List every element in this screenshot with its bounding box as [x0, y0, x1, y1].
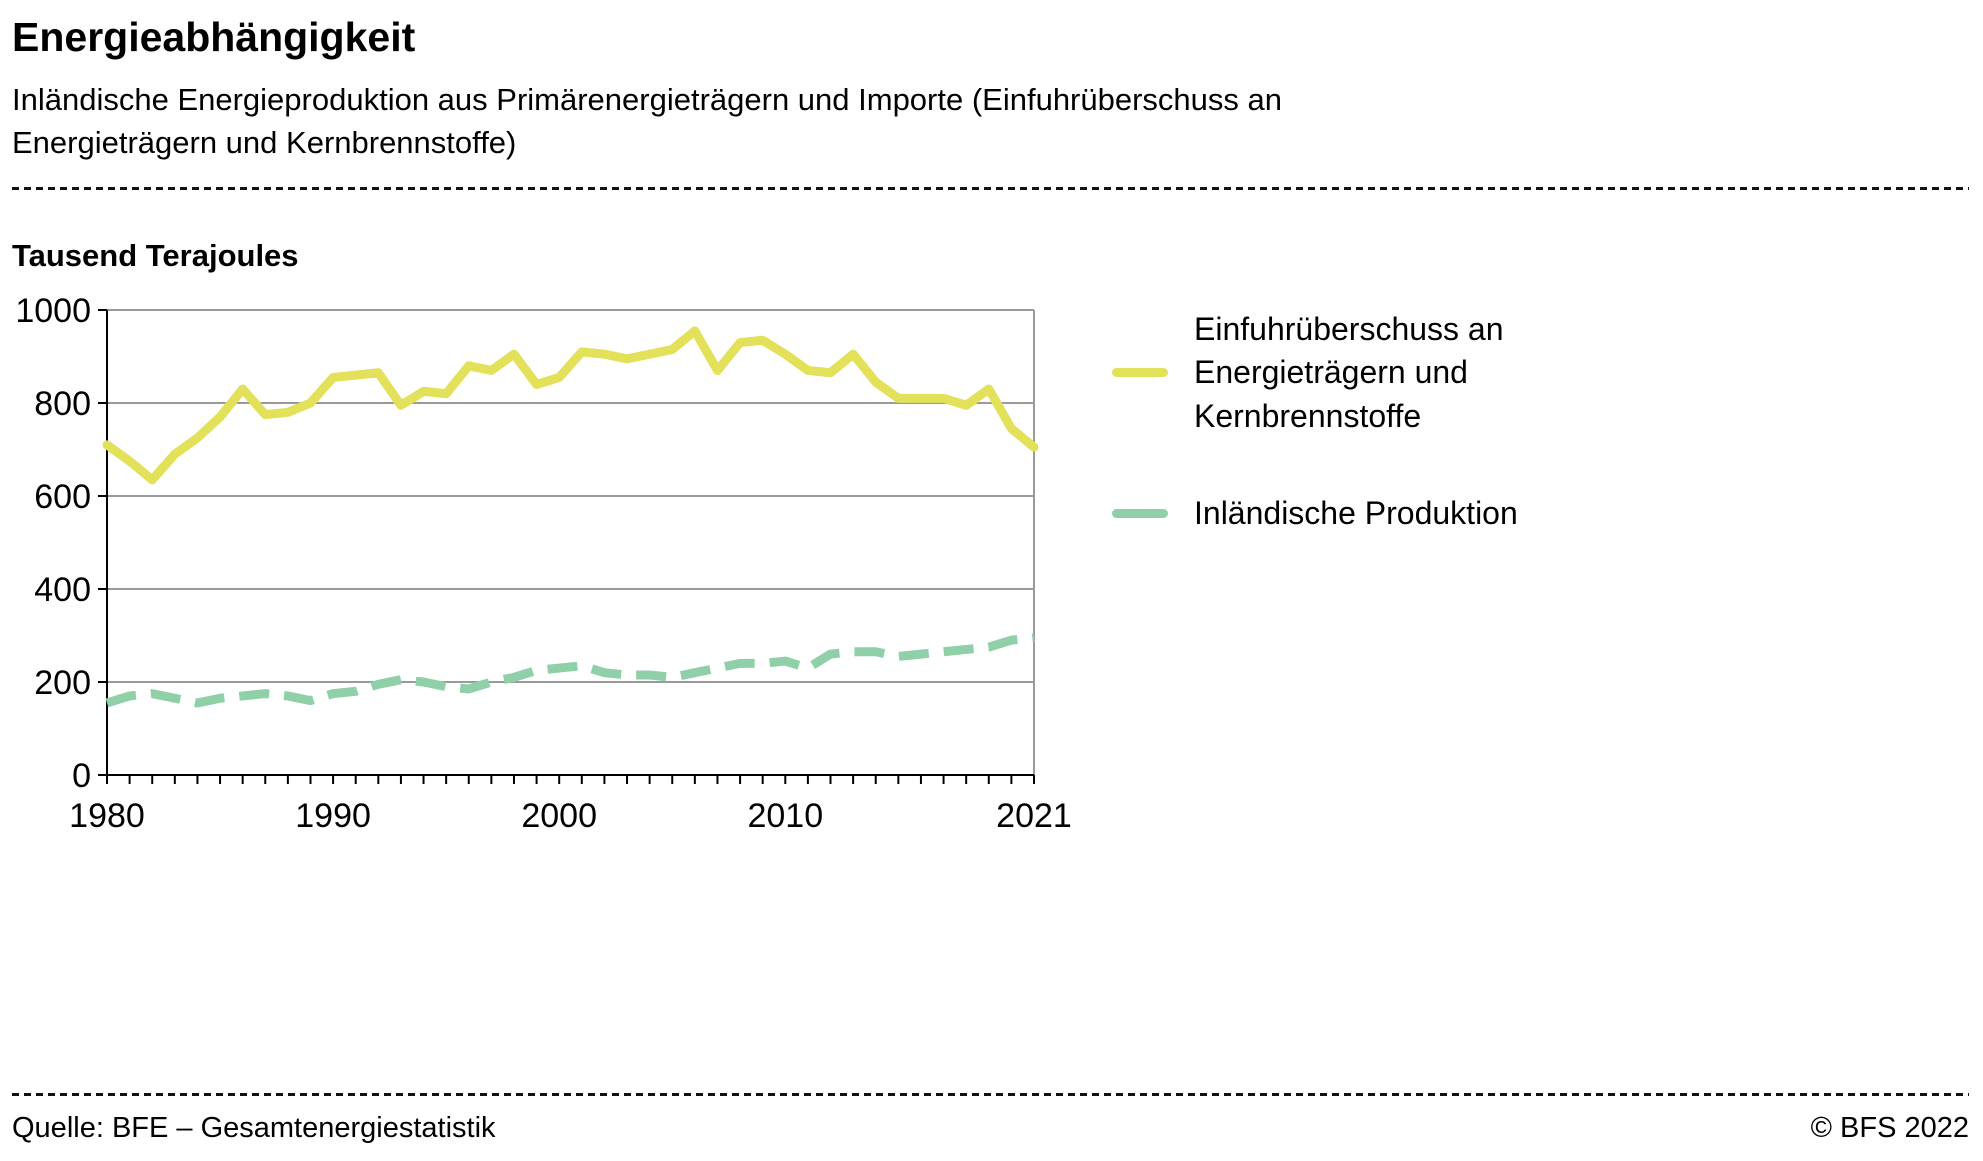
svg-text:1000: 1000: [15, 292, 91, 330]
header: Energieabhängigkeit Inländische Energiep…: [12, 10, 1969, 187]
legend: Einfuhrüberschuss an Energieträgern und …: [1112, 288, 1592, 590]
svg-text:2000: 2000: [521, 797, 597, 835]
source-note: Quelle: BFE – Gesamtenergiestatistik: [12, 1112, 496, 1144]
svg-text:1980: 1980: [69, 797, 145, 835]
divider-bottom: [12, 1093, 1969, 1096]
copyright-note: © BFS 2022: [1810, 1112, 1969, 1144]
line-chart: 0 200 400 600 800 1000 1980 1990 2000 2010 2021: [15, 292, 1072, 835]
divider-top: [12, 186, 1969, 190]
svg-text:2010: 2010: [747, 797, 823, 835]
svg-text:2021: 2021: [996, 797, 1072, 835]
svg-text:400: 400: [34, 571, 91, 609]
svg-text:200: 200: [34, 664, 91, 702]
domestic-series-swatch-icon: [1112, 509, 1168, 519]
svg-text:800: 800: [34, 385, 91, 423]
legend-label-imports: Einfuhrüberschuss an Energieträgern und …: [1194, 310, 1504, 434]
footer: Quelle: BFE – Gesamtenergiestatistik © B…: [12, 1093, 1969, 1145]
page-subtitle: Inländische Energieproduktion aus Primär…: [12, 82, 1283, 160]
imports-series-swatch-icon: [1112, 368, 1168, 378]
svg-text:0: 0: [72, 757, 91, 795]
svg-text:600: 600: [34, 478, 91, 516]
legend-item-domestic: Inländische Produktion: [1112, 492, 1592, 536]
y-axis-unit-label: Tausend Terajoules: [12, 237, 299, 273]
legend-item-imports: Einfuhrüberschuss an Energieträgern und …: [1112, 308, 1592, 439]
page-title: Energieabhängigkeit: [12, 14, 416, 60]
legend-label-domestic: Inländische Produktion: [1194, 495, 1518, 532]
svg-text:1990: 1990: [295, 797, 371, 835]
chart-area: 0 200 400 600 800 1000 1980 1990 2000 2010 2021 Ei…: [12, 288, 1969, 853]
